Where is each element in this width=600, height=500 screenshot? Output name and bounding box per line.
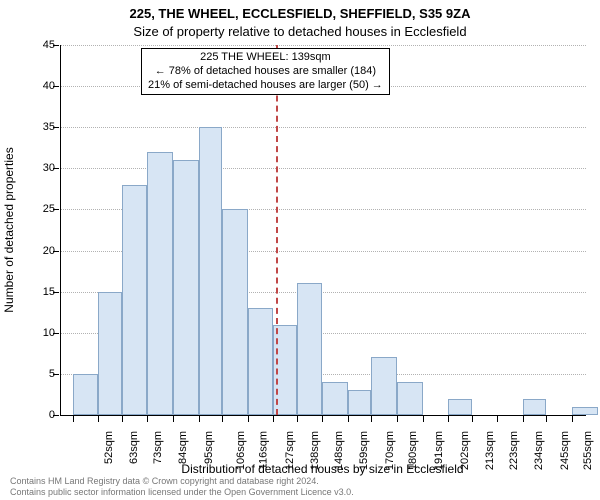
y-tick-label: 25 [15, 203, 55, 215]
x-tick [147, 416, 148, 422]
y-tick-label: 35 [15, 121, 55, 133]
x-tick [371, 416, 372, 422]
y-tick-label: 20 [15, 245, 55, 257]
x-tick-label: 148sqm [333, 431, 345, 470]
x-tick-label: 52sqm [103, 431, 115, 464]
annotation-line3: 21% of semi-detached houses are larger (… [148, 79, 383, 93]
x-tick [572, 416, 573, 422]
x-tick-label: 223sqm [508, 431, 520, 470]
histogram-bar [297, 283, 323, 415]
x-tick-label: 84sqm [177, 431, 189, 464]
x-tick [423, 416, 424, 422]
x-tick-label: 213sqm [484, 431, 496, 470]
x-tick [273, 416, 274, 422]
x-tick [397, 416, 398, 422]
x-tick-label: 255sqm [582, 431, 594, 470]
x-tick-label: 245sqm [559, 431, 571, 470]
x-tick [523, 416, 524, 422]
histogram-bar [98, 292, 121, 415]
x-tick-label: 73sqm [152, 431, 164, 464]
y-tick-label: 40 [15, 80, 55, 92]
histogram-bar [371, 357, 397, 415]
chart-title-line2: Size of property relative to detached ho… [0, 24, 600, 39]
chart-title-line1: 225, THE WHEEL, ECCLESFIELD, SHEFFIELD, … [0, 6, 600, 21]
x-tick [222, 416, 223, 422]
annotation-line1: 225 THE WHEEL: 139sqm [148, 51, 383, 65]
x-tick [199, 416, 200, 422]
footnote-line2: Contains public sector information licen… [10, 487, 354, 497]
x-tick-label: 202sqm [459, 431, 471, 470]
annotation-box: 225 THE WHEEL: 139sqm ← 78% of detached … [141, 48, 390, 95]
histogram-bar [199, 127, 222, 415]
histogram-bar [222, 209, 248, 415]
x-tick-label: 127sqm [284, 431, 296, 470]
x-tick [546, 416, 547, 422]
x-tick-label: 191sqm [433, 431, 445, 470]
histogram-bar [73, 374, 99, 415]
x-tick [497, 416, 498, 422]
gridline-h [61, 127, 586, 128]
footnote-line1: Contains HM Land Registry data © Crown c… [10, 476, 354, 486]
x-tick [98, 416, 99, 422]
x-tick-label: 116sqm [257, 431, 269, 469]
x-tick-label: 159sqm [358, 431, 370, 470]
x-tick [448, 416, 449, 422]
y-tick-label: 10 [15, 327, 55, 339]
y-axis-label: Number of detached properties [2, 147, 16, 312]
histogram-bar [173, 160, 199, 415]
x-tick [348, 416, 349, 422]
x-tick-label: 95sqm [203, 431, 215, 464]
histogram-bar [147, 152, 173, 415]
y-tick-label: 30 [15, 162, 55, 174]
histogram-bar [322, 382, 348, 415]
y-tick-label: 5 [15, 368, 55, 380]
histogram-bar [348, 390, 371, 415]
gridline-h [61, 45, 586, 46]
x-tick-label: 234sqm [533, 431, 545, 470]
x-tick-label: 138sqm [309, 431, 321, 470]
histogram-bar [248, 308, 274, 415]
gridline-h [61, 168, 586, 169]
chart-page: 225, THE WHEEL, ECCLESFIELD, SHEFFIELD, … [0, 0, 600, 500]
y-tick-label: 15 [15, 286, 55, 298]
x-tick [297, 416, 298, 422]
x-tick-label: 170sqm [384, 431, 396, 470]
y-tick-label: 45 [15, 39, 55, 51]
histogram-bar [122, 185, 148, 415]
x-tick-label: 180sqm [407, 431, 419, 470]
x-tick [472, 416, 473, 422]
histogram-bar [523, 399, 546, 415]
plot-area: 225 THE WHEEL: 139sqm ← 78% of detached … [60, 45, 586, 416]
annotation-line2: ← 78% of detached houses are smaller (18… [148, 65, 383, 79]
x-tick [173, 416, 174, 422]
histogram-bar [572, 407, 598, 415]
footnote: Contains HM Land Registry data © Crown c… [10, 476, 354, 497]
x-tick-label: 63sqm [128, 431, 140, 464]
x-axis-label: Distribution of detached houses by size … [60, 462, 585, 476]
x-tick [122, 416, 123, 422]
x-tick [73, 416, 74, 422]
histogram-bar [397, 382, 423, 415]
x-tick [322, 416, 323, 422]
x-tick-label: 106sqm [235, 431, 247, 470]
histogram-bar [448, 399, 471, 415]
reference-line [276, 45, 278, 415]
x-tick [248, 416, 249, 422]
y-tick-label: 0 [15, 409, 55, 421]
